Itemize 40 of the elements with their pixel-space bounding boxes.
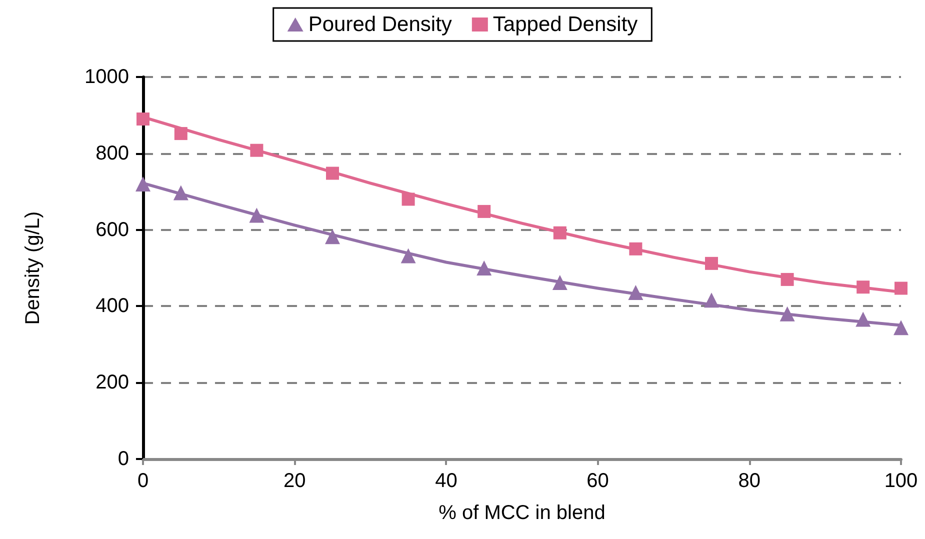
x-tick-label: 20: [283, 470, 306, 492]
y-tick-label: 1000: [84, 66, 129, 88]
point: [856, 312, 871, 327]
y-tick-label: 200: [96, 372, 129, 394]
y-tick-label: 0: [118, 448, 129, 470]
point: [780, 272, 794, 286]
y-tick-label: 800: [96, 142, 129, 164]
point: [136, 176, 150, 192]
point: [326, 166, 339, 180]
x-tick-label: 80: [738, 470, 761, 492]
y-axis-title: Density (g/L): [22, 211, 44, 325]
point: [629, 242, 642, 256]
point: [894, 320, 908, 336]
point: [894, 282, 908, 295]
point: [136, 112, 150, 126]
point: [856, 280, 870, 294]
point: [478, 204, 491, 218]
legend-label: Poured Density: [308, 13, 452, 36]
point: [628, 284, 644, 300]
y-tick-label: 600: [96, 218, 129, 241]
point: [704, 292, 719, 308]
x-tick-label: 100: [884, 470, 918, 492]
legend-label: Tapped Density: [492, 13, 638, 36]
point: [249, 208, 264, 223]
x-tick-label: 40: [435, 470, 458, 492]
point: [780, 306, 795, 322]
point: [250, 144, 264, 157]
point: [552, 275, 568, 290]
point: [325, 229, 340, 244]
x-tick-label: 0: [137, 470, 149, 492]
y-tick-label: 400: [96, 295, 129, 318]
point: [400, 248, 416, 264]
point: [553, 226, 566, 240]
x-axis-title: % of MCC in blend: [438, 502, 606, 524]
point: [705, 256, 718, 270]
point: [174, 127, 188, 140]
point: [476, 260, 492, 276]
point: [402, 192, 415, 206]
x-tick-label: 60: [586, 470, 609, 492]
point: [173, 185, 188, 200]
